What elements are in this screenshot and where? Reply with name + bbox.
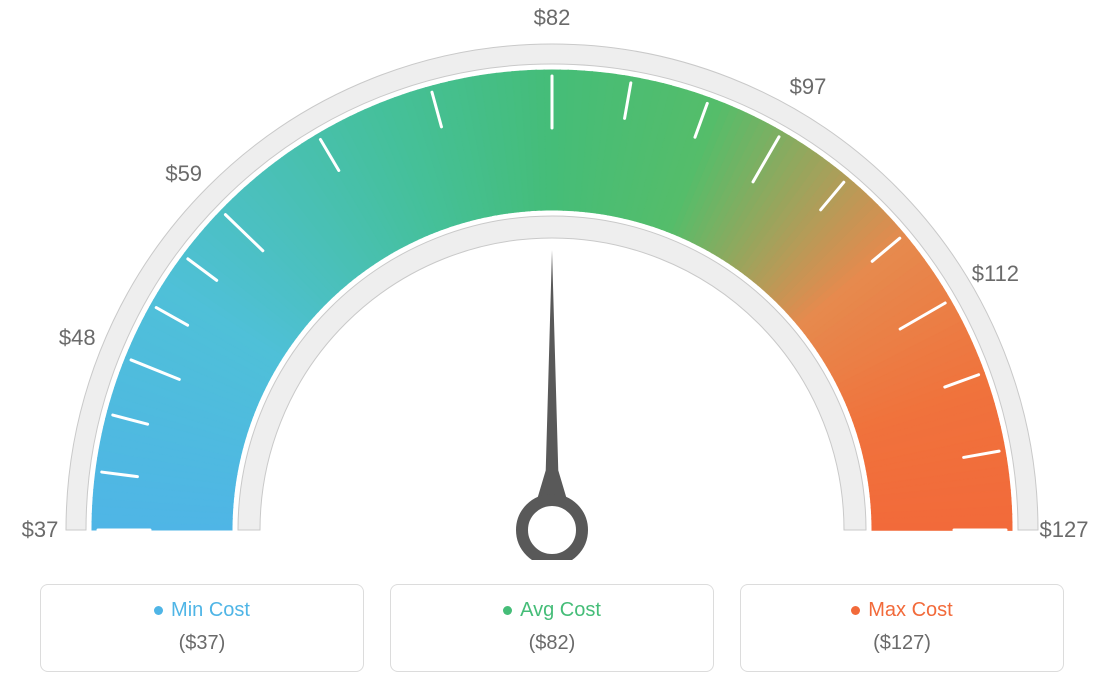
legend-title-avg: Avg Cost xyxy=(503,599,601,622)
gauge-hub xyxy=(522,500,582,560)
gauge-tick-label: $37 xyxy=(22,517,59,543)
legend-value-max: ($127) xyxy=(751,632,1053,655)
gauge-tick-label: $112 xyxy=(972,261,1019,287)
gauge-svg xyxy=(0,0,1104,560)
legend-title-min: Min Cost xyxy=(154,599,250,622)
legend-value-min: ($37) xyxy=(51,632,353,655)
legend-row: Min Cost ($37) Avg Cost ($82) Max Cost (… xyxy=(40,584,1064,672)
gauge-tick-label: $127 xyxy=(1040,517,1089,543)
gauge-tick-label: $97 xyxy=(790,74,827,100)
legend-card-avg: Avg Cost ($82) xyxy=(390,584,714,672)
gauge-tick-label: $59 xyxy=(165,161,202,187)
legend-dot-min xyxy=(154,606,163,615)
legend-card-min: Min Cost ($37) xyxy=(40,584,364,672)
legend-label-min: Min Cost xyxy=(171,599,250,622)
legend-title-max: Max Cost xyxy=(851,599,952,622)
cost-gauge-container: $37 $48 $59 $82 $97 $112 $127 Min Cost ($37) A… xyxy=(0,0,1104,690)
gauge-tick-label: $82 xyxy=(534,5,571,31)
legend-value-avg: ($82) xyxy=(401,632,703,655)
legend-label-max: Max Cost xyxy=(868,599,952,622)
gauge-needle xyxy=(528,250,576,530)
legend-card-max: Max Cost ($127) xyxy=(740,584,1064,672)
legend-label-avg: Avg Cost xyxy=(520,599,601,622)
legend-dot-avg xyxy=(503,606,512,615)
legend-dot-max xyxy=(851,606,860,615)
gauge-tick-label: $48 xyxy=(59,325,96,351)
gauge: $37 $48 $59 $82 $97 $112 $127 xyxy=(0,0,1104,560)
